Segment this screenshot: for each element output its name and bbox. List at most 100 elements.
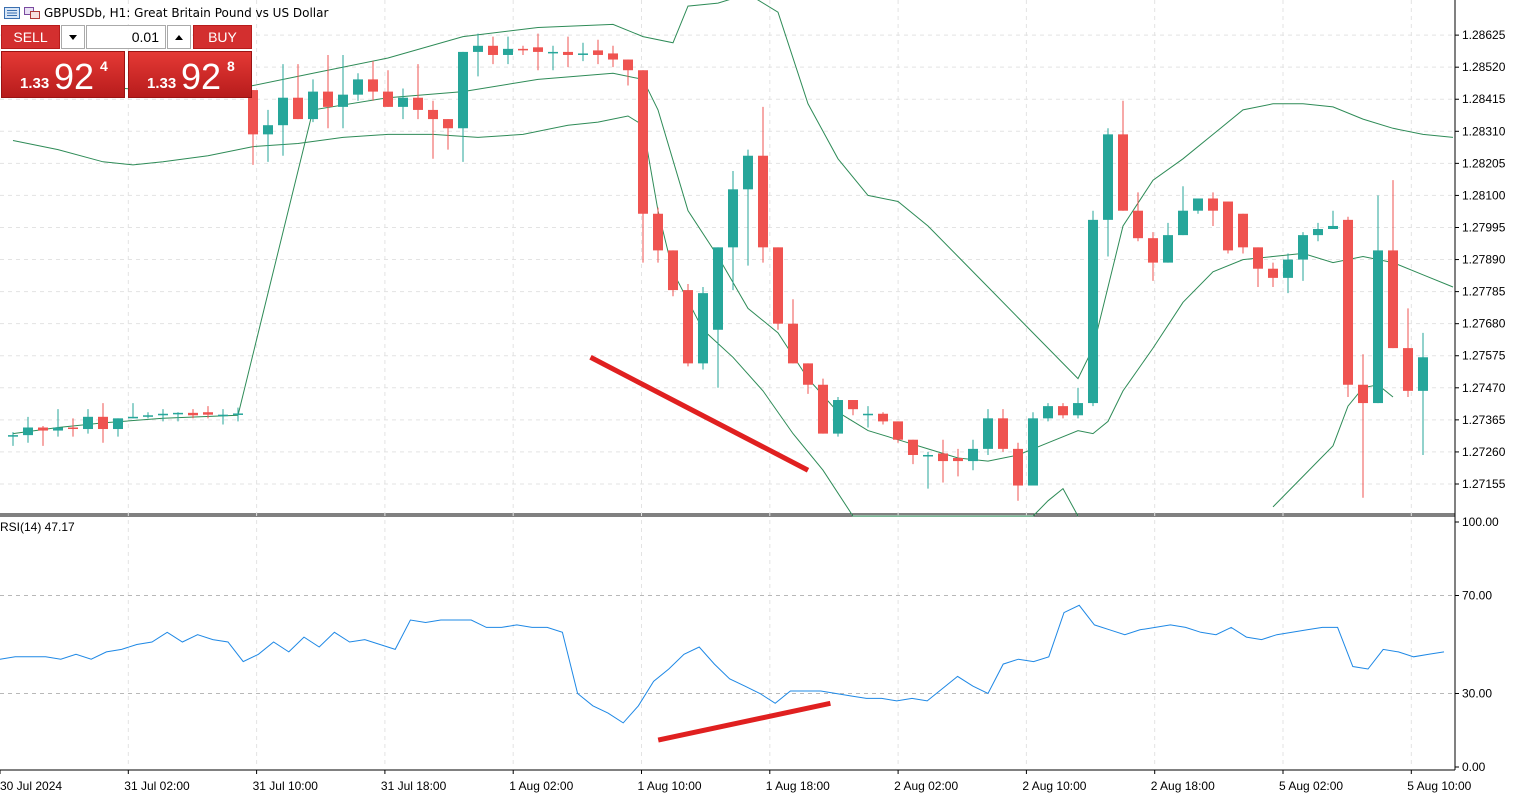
candle-body: [473, 45, 483, 52]
candle-body: [98, 416, 108, 430]
buy-price-box[interactable]: 1.33 92 8: [128, 51, 252, 98]
candle-body: [113, 418, 123, 430]
price-tick-label: 1.27995: [1462, 220, 1506, 234]
candle-body: [998, 418, 1008, 449]
candle-body: [1028, 418, 1038, 486]
candle-body: [1238, 213, 1248, 248]
candle-body: [263, 125, 273, 135]
candle-body: [353, 79, 363, 95]
candle-body: [698, 293, 708, 364]
candle-body: [8, 435, 18, 437]
candle-body: [938, 453, 948, 462]
candle-body: [893, 421, 903, 440]
candle-body: [1163, 235, 1173, 263]
flag-icon: [24, 7, 40, 19]
candle-body: [1073, 403, 1083, 416]
candle-body: [233, 413, 243, 415]
time-tick-label: 1 Aug 02:00: [509, 779, 573, 793]
candle-body: [578, 53, 588, 55]
rsi-tick-label: 0.00: [1462, 760, 1486, 774]
price-axes: 1.28625 1.28520 1.28415 1.28310 1.28205 1.281…: [0, 28, 1506, 793]
time-tick-label: 5 Aug 10:00: [1407, 779, 1471, 793]
buy-price-sup: 8: [227, 58, 235, 74]
price-tick-label: 1.27365: [1462, 413, 1506, 427]
candle-body: [563, 51, 573, 55]
bollinger-upper-band: [12, 0, 1454, 380]
candle-body: [758, 155, 768, 248]
rsi-label: RSI(14) 47.17: [0, 520, 75, 534]
candle-body: [338, 94, 348, 107]
candle-body: [1148, 238, 1158, 263]
candle-body: [878, 413, 888, 422]
candle-body: [1178, 210, 1188, 236]
candle-body: [848, 400, 858, 410]
price-tick-label: 1.27575: [1462, 349, 1506, 363]
price-tick-label: 1.27470: [1462, 381, 1506, 395]
candle-body: [1418, 357, 1428, 391]
sell-price-box[interactable]: 1.33 92 4: [1, 51, 125, 98]
candle-body: [428, 109, 438, 120]
candle-body: [908, 439, 918, 455]
lot-size-input[interactable]: [86, 25, 166, 49]
candle-body: [53, 427, 63, 431]
candle-body: [788, 323, 798, 364]
candle-body: [683, 290, 693, 364]
chart-menu-icon[interactable]: [4, 7, 20, 19]
buy-price-prefix: 1.33: [147, 75, 177, 92]
price-tick-label: 1.27680: [1462, 317, 1506, 331]
one-click-trading-panel: SELL BUY 1.33 92 4 1.33 92 8: [1, 25, 252, 98]
price-tick-label: 1.27155: [1462, 477, 1506, 491]
candle-body: [623, 59, 633, 71]
lot-increase-button[interactable]: [167, 25, 191, 49]
candle-body: [1283, 259, 1293, 278]
candle-body: [308, 91, 318, 120]
sell-price-prefix: 1.33: [20, 75, 50, 92]
bollinger-lower-band: [12, 115, 1079, 517]
rsi-line: [0, 604, 1445, 724]
rsi-panel: RSI(14) 47.17: [0, 520, 1455, 724]
buy-button[interactable]: BUY: [193, 25, 252, 49]
price-trendline: [589, 355, 810, 473]
rsi-tick-label: 70.00: [1462, 589, 1492, 603]
candle-body: [1373, 250, 1383, 404]
candle-body: [218, 414, 228, 417]
time-tick-label: 1 Aug 18:00: [766, 779, 830, 793]
candle-body: [1103, 134, 1113, 220]
candle-body: [1013, 448, 1023, 486]
candle-body: [248, 90, 258, 135]
triangle-up-icon: [175, 34, 183, 40]
candle-body: [1058, 406, 1068, 416]
candle-body: [1118, 134, 1128, 211]
candle-body: [833, 400, 843, 434]
candle-body: [773, 247, 783, 324]
lot-decrease-button[interactable]: [61, 25, 85, 49]
candle-body: [863, 413, 873, 416]
price-tick-label: 1.27260: [1462, 445, 1506, 459]
time-tick-label: 2 Aug 02:00: [894, 779, 958, 793]
price-tick-label: 1.28100: [1462, 188, 1506, 202]
candle-body: [1208, 198, 1218, 211]
candle-body: [383, 91, 393, 107]
candle-body: [1133, 210, 1143, 239]
price-tick-label: 1.28205: [1462, 156, 1506, 170]
rsi-tick-label: 30.00: [1462, 687, 1492, 701]
candle-body: [1088, 219, 1098, 404]
candle-body: [608, 53, 618, 60]
candle-body: [1313, 229, 1323, 236]
candle-body: [983, 418, 993, 449]
candle-body: [548, 51, 558, 54]
time-tick-label: 31 Jul 02:00: [124, 779, 190, 793]
price-tick-label: 1.28625: [1462, 28, 1506, 42]
candle-body: [293, 97, 303, 120]
candle-body: [1328, 225, 1338, 230]
time-tick-label: 31 Jul 18:00: [381, 779, 447, 793]
sell-button[interactable]: SELL: [1, 25, 60, 49]
rsi-tick-label: 100.00: [1462, 515, 1499, 529]
candle-body: [203, 412, 213, 415]
time-tick-label: 2 Aug 10:00: [1022, 779, 1086, 793]
candle-body: [1268, 268, 1278, 278]
candle-body: [1223, 201, 1233, 251]
buy-price-big: 92: [181, 56, 222, 97]
sell-price-sup: 4: [100, 58, 108, 74]
